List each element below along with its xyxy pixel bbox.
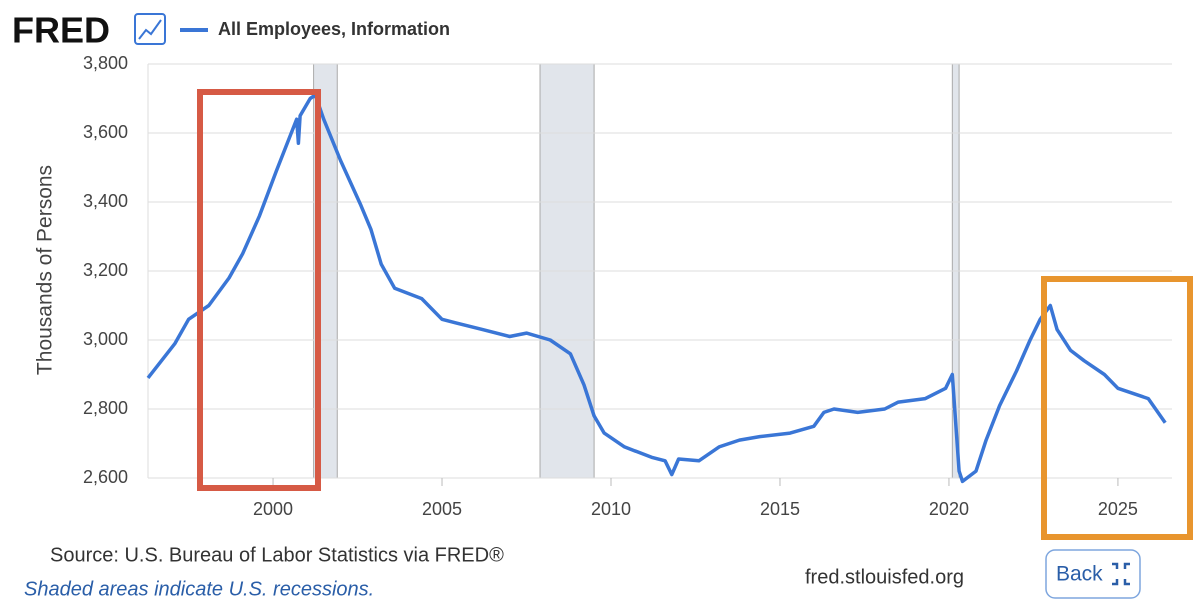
back-button[interactable]: Back	[1045, 549, 1141, 599]
legend-label: All Employees, Information	[218, 19, 450, 39]
y-tick-label: 2,600	[83, 467, 128, 487]
logo-icon	[134, 13, 166, 45]
url: fred.stlouisfed.org	[805, 566, 964, 588]
y-tick-label: 2,800	[83, 398, 128, 418]
highlight-box	[1041, 276, 1193, 540]
y-tick-label: 3,800	[83, 53, 128, 73]
back-label[interactable]: Back	[1056, 563, 1103, 586]
data-line	[146, 93, 1167, 484]
logo: FRED	[12, 10, 110, 51]
y-tick-label: 3,600	[83, 122, 128, 142]
x-tick-label: 2015	[760, 499, 800, 519]
x-tick-label: 2000	[253, 499, 293, 519]
x-tick-label: 2010	[591, 499, 631, 519]
y-tick-label: 3,400	[83, 191, 128, 211]
highlight-box	[197, 89, 321, 491]
source: Source: U.S. Bureau of Labor Statistics …	[50, 544, 504, 566]
y-axis-label: Thousands of Persons	[34, 165, 57, 375]
y-tick-label: 3,000	[83, 329, 128, 349]
note: Shaded areas indicate U.S. recessions.	[24, 578, 374, 600]
x-tick-label: 2025	[1098, 499, 1138, 519]
y-tick-label: 3,200	[83, 260, 128, 280]
x-tick-label: 2020	[929, 499, 969, 519]
x-tick-label: 2005	[422, 499, 462, 519]
